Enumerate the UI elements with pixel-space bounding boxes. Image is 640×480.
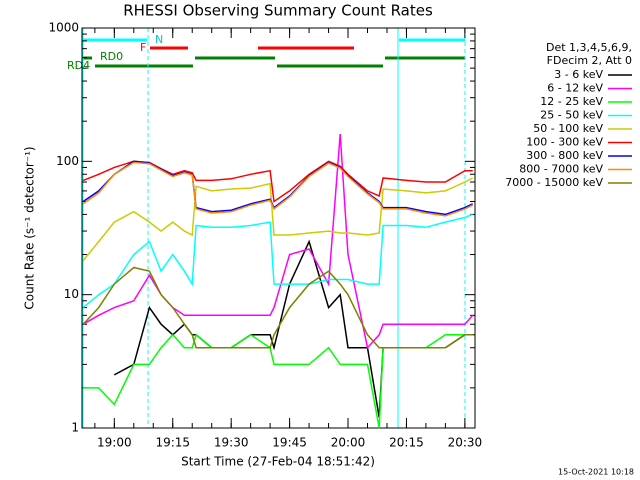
footer: 15-Oct-2021 10:18: [558, 468, 634, 477]
annotation: F: [140, 41, 146, 54]
x-tick-label: 19:15: [155, 436, 190, 450]
legend-label: 300 - 800 keV: [526, 149, 603, 162]
series-line: [82, 161, 474, 217]
legend-label: 3 - 6 keV: [554, 68, 603, 81]
x-tick-label: 19:45: [272, 436, 307, 450]
series-line: [82, 213, 473, 309]
legend-label: 50 - 100 keV: [533, 122, 603, 135]
x-tick-label: 19:00: [97, 436, 132, 450]
series-line: [82, 134, 474, 350]
y-axis-label: Count Rate (s⁻¹ detector⁻¹): [23, 146, 37, 309]
annotation: RD0: [100, 50, 123, 63]
legend-label: 12 - 25 keV: [540, 95, 603, 108]
x-tick-label: 20:15: [389, 436, 424, 450]
y-tick-label: 1: [71, 421, 79, 435]
legend-header: Det 1,3,4,5,6,9,: [546, 41, 632, 54]
x-tick-label: 20:30: [448, 436, 483, 450]
x-tick-label: 19:30: [214, 436, 249, 450]
legend-label: 100 - 300 keV: [526, 136, 603, 149]
annotation: RD4: [67, 59, 90, 72]
x-tick-label: 20:00: [331, 436, 366, 450]
series-line: [82, 177, 474, 262]
y-tick-label: 10: [64, 287, 79, 301]
series-line: [82, 266, 473, 349]
legend-header: FDecim 2, Att 0: [547, 54, 632, 67]
annotation: N: [155, 33, 163, 46]
x-axis-label: Start Time (27-Feb-04 18:51:42): [181, 455, 375, 469]
legend-label: 7000 - 15000 keV: [505, 176, 603, 189]
legend-label: 25 - 50 keV: [540, 109, 603, 122]
legend-label: 6 - 12 keV: [547, 82, 603, 95]
mode-lines: [82, 28, 466, 428]
chart-title: RHESSI Observing Summary Count Rates: [123, 2, 433, 20]
legend-label: 800 - 7000 keV: [519, 163, 603, 176]
plot-frame: [81, 27, 476, 429]
y-tick-label: 1000: [48, 21, 79, 35]
y-tick-label: 100: [56, 154, 79, 168]
